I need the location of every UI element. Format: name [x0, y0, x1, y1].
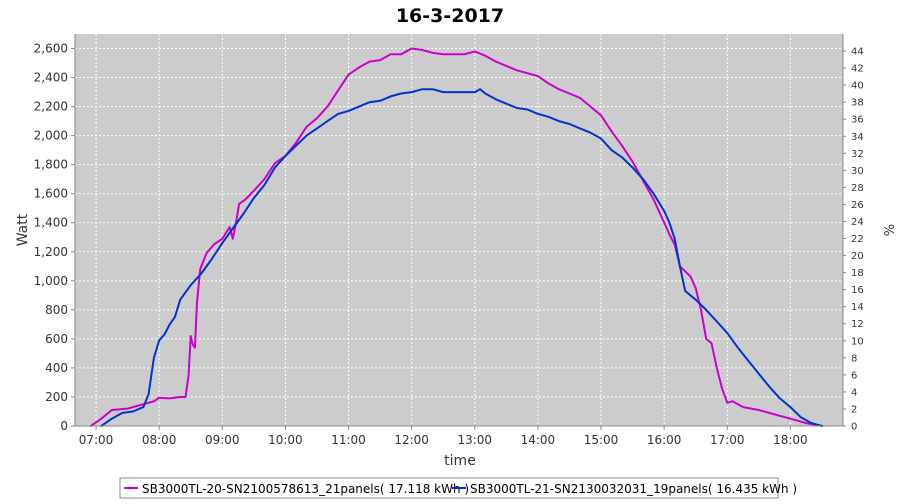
y2-tick-label: 6 — [851, 370, 857, 381]
y2-tick-label: 32 — [851, 149, 864, 160]
y-tick-label: 600 — [45, 332, 68, 346]
y-tick-label: 0 — [60, 419, 68, 433]
x-tick-label: 17:00 — [710, 433, 745, 447]
series-line-1 — [89, 47, 823, 427]
y-tick-label: 800 — [45, 303, 68, 317]
y2-tick-label: 24 — [851, 217, 864, 228]
y2-tick-label: 12 — [851, 319, 864, 330]
y2-tick-label: 14 — [851, 302, 864, 313]
y2-tick-label: 26 — [851, 200, 864, 211]
x-tick-label: 09:00 — [205, 433, 240, 447]
y2-tick-label: 2 — [851, 404, 857, 415]
y2-tick-label: 4 — [851, 387, 857, 398]
y2-tick-label: 10 — [851, 336, 864, 347]
y2-tick-label: 36 — [851, 115, 864, 126]
x-tick-label: 14:00 — [521, 433, 556, 447]
y2-tick-label: 16 — [851, 285, 864, 296]
grid-lines — [75, 34, 843, 427]
chart-title: 16-3-2017 — [396, 5, 504, 27]
x-tick-label: 07:00 — [79, 433, 114, 447]
y-tick-label: 2,600 — [34, 42, 68, 56]
series-lines — [89, 47, 823, 427]
y2-tick-label: 42 — [851, 64, 864, 75]
y-tick-label: 2,200 — [34, 100, 68, 114]
y2-axis-label: % — [880, 224, 895, 236]
x-tick-label: 08:00 — [142, 433, 177, 447]
legend: SB3000TL-20-SN2100578613_21panels( 17.11… — [119, 477, 797, 499]
legend-label-series-2: SB3000TL-21-SN2130032031_19panels( 16.43… — [470, 482, 797, 496]
y2-tick-label: 28 — [851, 183, 864, 194]
x-tick-label: 10:00 — [268, 433, 303, 447]
y-tick-label: 200 — [45, 390, 68, 404]
y-tick-label: 1,200 — [34, 245, 68, 259]
y-tick-label: 2,000 — [34, 129, 68, 143]
y2-tick-label: 22 — [851, 234, 864, 245]
y2-tick-label: 38 — [851, 98, 864, 109]
y2-tick-label: 0 — [851, 422, 857, 433]
x-tick-label: 11:00 — [331, 433, 366, 447]
series-line-2 — [100, 88, 823, 427]
y2-axis-ticks: 0246810121416182022242628303234363840424… — [843, 47, 864, 433]
x-axis-ticks: 07:00 08:00 09:00 10:00 11:00 12:00 13:00 14:00… — [79, 426, 808, 447]
y2-tick-label: 40 — [851, 81, 864, 92]
y2-tick-label: 30 — [851, 166, 864, 177]
x-tick-label: 12:00 — [394, 433, 429, 447]
y-tick-label: 1,600 — [34, 187, 68, 201]
legend-box — [119, 477, 779, 499]
y2-tick-label: 34 — [851, 132, 864, 143]
y-tick-label: 1,400 — [34, 216, 68, 230]
x-tick-label: 16:00 — [647, 433, 682, 447]
y2-tick-label: 20 — [851, 251, 864, 262]
y2-tick-label: 44 — [851, 47, 864, 58]
x-tick-label: 13:00 — [457, 433, 492, 447]
x-axis-label: time — [444, 453, 476, 469]
y2-tick-label: 18 — [851, 268, 864, 279]
y-tick-label: 1,000 — [34, 274, 68, 288]
y-axis-label: Watt — [15, 213, 31, 246]
x-tick-label: 18:00 — [773, 433, 808, 447]
legend-label-series-1: SB3000TL-20-SN2100578613_21panels( 17.11… — [142, 482, 469, 496]
y2-tick-label: 8 — [851, 353, 857, 364]
y-axis-ticks: 0 200 400 600 800 1,000 1,200 1,400 1,600 1,800 2,… — [34, 42, 75, 433]
y-tick-label: 400 — [45, 361, 68, 375]
y-tick-label: 1,800 — [34, 158, 68, 172]
x-tick-label: 15:00 — [584, 433, 619, 447]
y-tick-label: 2,400 — [34, 71, 68, 85]
